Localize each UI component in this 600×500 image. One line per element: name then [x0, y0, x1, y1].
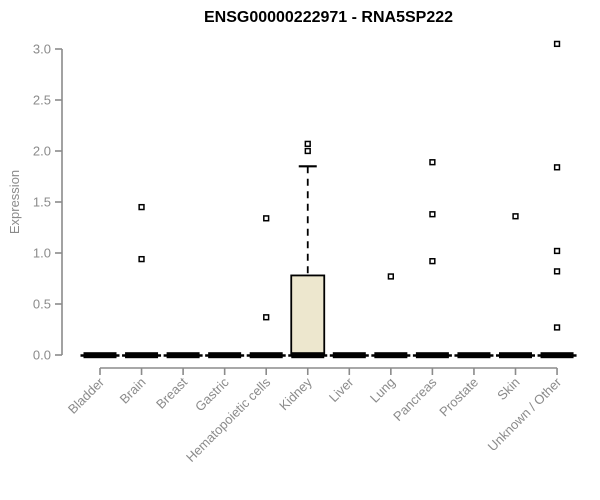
x-category-label: Breast — [153, 374, 190, 411]
median-bar — [374, 352, 408, 359]
outlier-point — [304, 140, 311, 148]
y-tick-label: 0.5 — [33, 297, 51, 312]
outlier-point — [304, 147, 311, 155]
outlier-point — [553, 40, 561, 48]
median-bar — [457, 352, 491, 359]
median-bar — [415, 352, 449, 359]
median-bar — [166, 352, 200, 359]
outlier-point — [429, 211, 436, 218]
chart-title: ENSG00000222971 - RNA5SP222 — [203, 9, 454, 26]
y-tick-label: 2.0 — [33, 144, 51, 159]
x-category-label: Prostate — [436, 375, 481, 420]
median-bar — [125, 352, 159, 359]
outlier-point — [429, 258, 436, 265]
outlier-point — [138, 255, 145, 263]
x-category-label: Pancreas — [390, 374, 440, 424]
x-category-label: Unknown / Other — [485, 374, 565, 454]
x-category-label: Skin — [494, 375, 522, 403]
outlier-point — [429, 159, 436, 166]
outlier-point — [263, 314, 270, 321]
y-tick-label: 1.0 — [33, 246, 51, 261]
median-bar — [499, 352, 532, 359]
outlier-point — [387, 273, 395, 280]
outlier-point — [263, 215, 270, 222]
median-bar — [83, 352, 117, 359]
outlier-point — [553, 324, 561, 331]
outlier-point — [553, 268, 561, 275]
x-category-label: Liver — [326, 374, 357, 405]
outlier-point — [512, 213, 519, 220]
y-axis-title: Expression — [7, 170, 22, 234]
median-bar — [249, 352, 283, 359]
x-category-label: Gastric — [192, 374, 232, 414]
x-category-label: Bladder — [65, 374, 108, 417]
outlier-point — [138, 203, 145, 211]
y-tick-label: 0.0 — [33, 348, 51, 363]
y-tick-label: 1.5 — [33, 195, 51, 210]
y-tick-label: 2.5 — [33, 93, 51, 108]
outlier-point — [553, 247, 561, 255]
outlier-point — [553, 164, 561, 171]
x-category-label: Brain — [117, 375, 149, 407]
y-tick-label: 3.0 — [33, 42, 51, 57]
x-category-label: Lung — [367, 375, 398, 406]
median-bar — [291, 352, 325, 359]
median-bar — [332, 352, 366, 359]
median-bar — [540, 352, 574, 359]
median-bar — [208, 352, 242, 359]
box-kidney — [290, 274, 326, 356]
x-category-label: Kidney — [276, 374, 315, 413]
